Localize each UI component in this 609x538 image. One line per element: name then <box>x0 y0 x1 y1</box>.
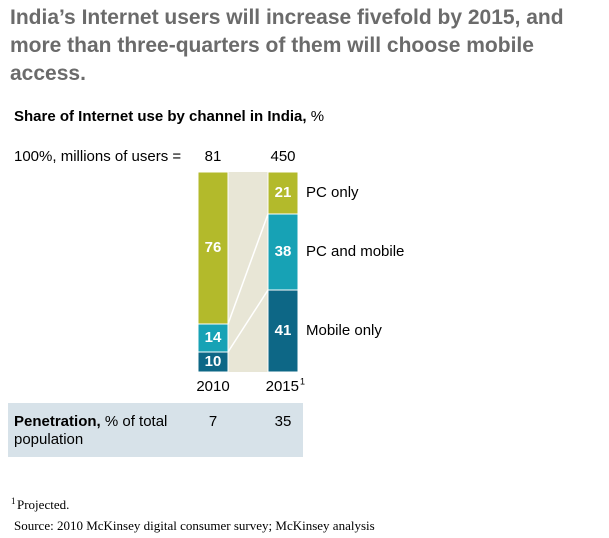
value-label: 41 <box>275 322 292 339</box>
subtitle: Share of Internet use by channel in Indi… <box>14 108 324 125</box>
value-label: 21 <box>275 184 292 201</box>
penetration-label-rest: % of total population <box>14 413 168 448</box>
x-tick-label: 2015 <box>266 378 299 395</box>
chart-title: India’s Internet users will increase fiv… <box>10 6 564 85</box>
penetration-box <box>8 403 303 457</box>
subtitle-unit: % <box>310 108 325 125</box>
value-label: 10 <box>205 353 222 370</box>
value-label: 38 <box>275 243 292 260</box>
x-tick-label: 2010 <box>196 378 229 395</box>
penetration-value: 7 <box>209 413 217 430</box>
footnote-mark: 1 <box>300 376 305 386</box>
bar-segment <box>267 289 299 373</box>
legend-label: PC only <box>306 184 359 201</box>
subtitle-text: Share of Internet use by channel in Indi… <box>14 108 307 125</box>
total-value: 81 <box>205 148 222 165</box>
legend-label: PC and mobile <box>306 243 404 260</box>
penetration-value: 35 <box>275 413 292 430</box>
bar-segment <box>197 171 229 325</box>
source: Source: 2010 McKinsey digital consumer s… <box>14 518 375 533</box>
penetration-label: Penetration, % of total population <box>14 413 174 449</box>
penetration-label-bold: Penetration, <box>14 413 101 430</box>
value-label: 14 <box>205 329 222 346</box>
bar-segment <box>267 213 299 291</box>
total-value: 450 <box>270 148 295 165</box>
totals-label: 100%, millions of users = <box>14 148 181 165</box>
footnote-text: Projected. <box>17 497 69 512</box>
bar-segment <box>267 171 299 215</box>
connector-line <box>227 289 269 353</box>
connector-line <box>227 213 269 325</box>
value-label: 76 <box>205 239 222 256</box>
connector-band <box>228 172 268 372</box>
footnote-mark: 1 <box>11 496 16 506</box>
legend-label: Mobile only <box>306 322 382 339</box>
